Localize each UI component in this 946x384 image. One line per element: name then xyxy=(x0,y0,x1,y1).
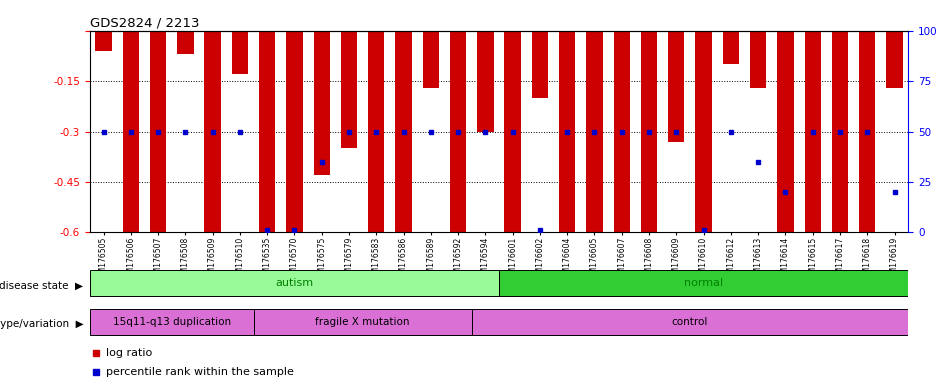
Bar xyxy=(149,31,166,232)
Text: log ratio: log ratio xyxy=(106,348,152,358)
Bar xyxy=(614,31,630,232)
Bar xyxy=(640,31,657,232)
Bar xyxy=(313,31,330,175)
Bar xyxy=(96,31,112,51)
Bar xyxy=(587,31,603,232)
Bar xyxy=(259,31,275,232)
Text: GDS2824 / 2213: GDS2824 / 2213 xyxy=(90,17,200,30)
Bar xyxy=(232,31,248,74)
Text: disease state  ▶: disease state ▶ xyxy=(0,281,83,291)
Bar xyxy=(90,309,254,334)
Text: genotype/variation  ▶: genotype/variation ▶ xyxy=(0,319,83,329)
Bar xyxy=(90,270,499,296)
Bar xyxy=(859,31,875,232)
Bar xyxy=(778,31,794,232)
Bar xyxy=(723,31,739,64)
Bar xyxy=(559,31,575,232)
Bar xyxy=(341,31,358,148)
Bar xyxy=(499,270,908,296)
Bar xyxy=(368,31,384,232)
Text: control: control xyxy=(672,316,709,327)
Bar xyxy=(504,31,521,232)
Bar xyxy=(695,31,711,232)
Bar xyxy=(750,31,766,88)
Bar xyxy=(254,309,472,334)
Bar xyxy=(832,31,849,232)
Bar xyxy=(450,31,466,232)
Text: percentile rank within the sample: percentile rank within the sample xyxy=(106,367,294,377)
Bar xyxy=(423,31,439,88)
Bar xyxy=(123,31,139,232)
Text: autism: autism xyxy=(275,278,313,288)
Bar xyxy=(204,31,220,232)
Bar xyxy=(477,31,494,131)
Bar xyxy=(395,31,412,232)
Bar xyxy=(886,31,902,88)
Bar xyxy=(177,31,194,54)
Bar xyxy=(668,31,685,142)
Bar xyxy=(532,31,548,98)
Text: 15q11-q13 duplication: 15q11-q13 duplication xyxy=(113,316,231,327)
Text: normal: normal xyxy=(684,278,723,288)
Text: fragile X mutation: fragile X mutation xyxy=(315,316,410,327)
Bar xyxy=(287,31,303,232)
Bar xyxy=(472,309,908,334)
Bar xyxy=(804,31,821,232)
